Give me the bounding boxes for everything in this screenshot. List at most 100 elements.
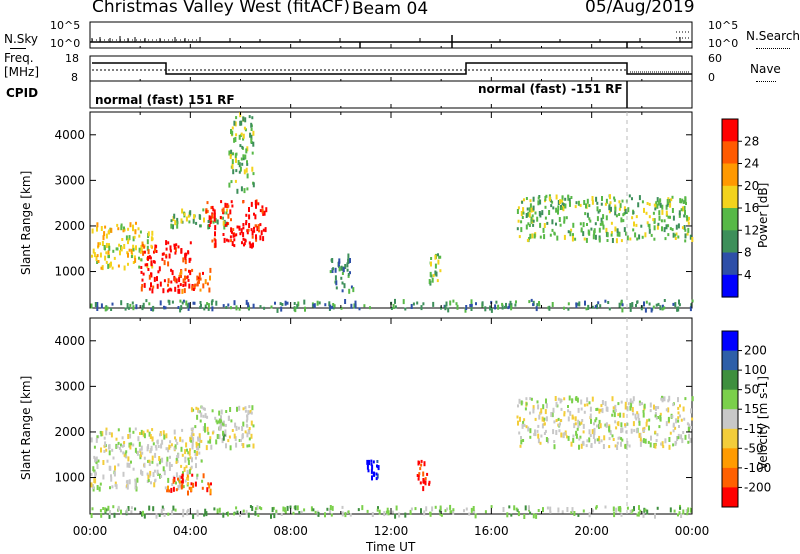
scatter-cell <box>340 265 343 271</box>
scatter-cell <box>361 505 364 511</box>
scatter-cell <box>219 216 222 219</box>
scatter-cell <box>517 206 520 210</box>
scatter-cell <box>557 205 560 211</box>
scatter-cell <box>161 257 164 261</box>
scatter-cell <box>567 194 570 198</box>
scatter-cell <box>222 304 225 308</box>
scatter-cell <box>151 288 154 294</box>
scatter-cell <box>632 211 635 215</box>
scatter-cell <box>587 304 590 310</box>
scatter-cell <box>167 288 170 292</box>
scatter-cell <box>244 430 247 434</box>
scatter-cell <box>502 507 505 512</box>
scatter-cell <box>571 398 574 404</box>
scatter-cell <box>590 418 592 424</box>
scatter-cell <box>529 511 532 515</box>
scatter-cell <box>170 219 173 223</box>
scatter-cell <box>99 509 102 513</box>
scatter-cell <box>552 206 555 210</box>
scatter-cell <box>612 409 615 413</box>
scatter-cell <box>646 221 649 225</box>
scatter-cell <box>220 200 223 204</box>
scatter-cell <box>206 282 209 286</box>
scatter-cell <box>585 203 587 209</box>
scatter-cell <box>661 304 664 310</box>
scatter-cell <box>224 423 227 427</box>
scatter-cell <box>191 457 193 463</box>
scatter-cell <box>154 478 157 482</box>
scatter-cell <box>228 435 231 439</box>
scatter-cell <box>624 401 627 405</box>
power-colorbar-segment <box>722 274 738 298</box>
scatter-cell <box>244 239 247 243</box>
scatter-cell <box>230 129 232 134</box>
scatter-cell <box>437 259 440 265</box>
scatter-cell <box>517 404 519 408</box>
scatter-cell <box>541 210 544 216</box>
scatter-cell <box>410 507 413 511</box>
scatter-cell <box>434 505 437 509</box>
scatter-cell <box>229 407 232 412</box>
scatter-cell <box>661 226 663 232</box>
scatter-cell <box>218 418 221 424</box>
scatter-cell <box>334 267 337 273</box>
scatter-cell <box>127 252 129 258</box>
scatter-cell <box>595 506 598 510</box>
scatter-cell <box>275 509 278 513</box>
scatter-cell <box>162 288 165 294</box>
scatter-cell <box>132 224 134 228</box>
scatter-cell <box>260 230 263 236</box>
scatter-cell <box>270 305 273 309</box>
scatter-cell <box>439 269 442 273</box>
scatter-cell <box>418 472 421 476</box>
scatter-cell <box>609 201 612 205</box>
scatter-cell <box>245 148 248 154</box>
scatter-cell <box>344 512 347 518</box>
scatter-cell <box>91 228 94 234</box>
scatter-cell <box>612 438 615 441</box>
x-tick-label: 12:00 <box>374 524 409 538</box>
scatter-cell <box>206 302 209 306</box>
scatter-cell <box>376 464 378 468</box>
scatter-cell <box>555 419 558 422</box>
scatter-cell <box>624 424 627 428</box>
scatter-cell <box>246 160 248 164</box>
scatter-cell <box>582 222 585 228</box>
scatter-cell <box>601 196 603 201</box>
scatter-cell <box>227 204 230 208</box>
scatter-cell <box>608 210 611 214</box>
scatter-cell <box>233 137 236 143</box>
scatter-cell <box>688 423 691 429</box>
scatter-cell <box>230 306 232 310</box>
scatter-cell <box>329 508 332 514</box>
scatter-cell <box>231 130 234 136</box>
scatter-cell <box>272 506 275 510</box>
scatter-cell <box>620 428 623 434</box>
scatter-cell <box>169 440 172 444</box>
scatter-cell <box>228 150 231 156</box>
scatter-cell <box>217 420 220 424</box>
velocity-data-layer <box>90 395 694 519</box>
scatter-cell <box>261 205 264 209</box>
scatter-cell <box>109 465 112 471</box>
scatter-cell <box>445 301 448 307</box>
scatter-cell <box>422 478 425 483</box>
scatter-cell <box>439 255 442 259</box>
scatter-cell <box>104 441 107 447</box>
scatter-cell <box>182 299 185 303</box>
scatter-cell <box>528 212 531 218</box>
scatter-cell <box>687 218 690 222</box>
scatter-cell <box>209 216 212 220</box>
scatter-cell <box>196 474 199 480</box>
scatter-cell <box>234 179 237 183</box>
scatter-cell <box>135 245 137 251</box>
x-tick-label: 00:00 <box>675 524 710 538</box>
scatter-cell <box>235 169 238 173</box>
scatter-cell <box>575 201 578 205</box>
scatter-cell <box>192 433 195 437</box>
scatter-cell <box>666 203 669 207</box>
velocity-colorbar-segment <box>722 350 738 371</box>
scatter-cell <box>156 439 159 445</box>
scatter-cell <box>158 266 161 272</box>
scatter-cell <box>329 270 332 274</box>
